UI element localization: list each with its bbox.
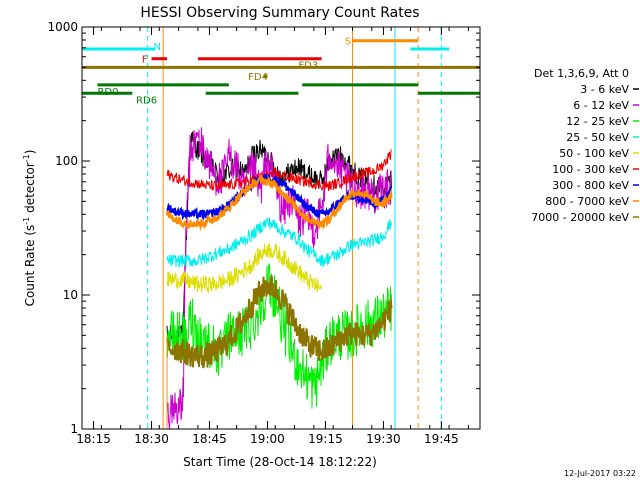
legend-entry-label: 12 - 25 keV: [566, 115, 629, 128]
series-line-25-50-kev: [166, 217, 392, 268]
y-tick-label: 10: [63, 288, 78, 302]
x-axis-ticks: 18:15 18:30 18:45 19:00 19:15 19:30 19:45: [76, 27, 469, 446]
x-tick-label: 19:15: [308, 432, 343, 446]
event-bar-label: S: [345, 37, 351, 48]
y-axis-label-sup2: -1: [22, 154, 31, 162]
legend-entry-label: 50 - 100 keV: [559, 147, 629, 160]
event-bar-label: FD3: [298, 60, 318, 71]
series-line-800-7000-kev: [166, 172, 393, 232]
footer-timestamp: 12-Jul-2017 03:22: [564, 469, 636, 478]
legend-entry-label: 3 - 6 keV: [580, 83, 629, 96]
event-bar-label: FD4: [248, 72, 268, 83]
x-tick-label: 19:00: [250, 432, 285, 446]
legend-entry-label: 100 - 300 keV: [552, 163, 629, 176]
x-axis-label: Start Time (28-Oct-14 18:12:22): [183, 455, 377, 469]
series-line-100-300-kev: [166, 148, 392, 192]
chart-title: HESSI Observing Summary Count Rates: [140, 5, 419, 21]
event-vertical-lines: [147, 27, 442, 429]
legend-entry-label: 25 - 50 keV: [566, 131, 629, 144]
event-bar-label: RD6: [136, 95, 157, 106]
plot-frame: [81, 26, 481, 430]
y-axis-label-mid: detector: [23, 162, 37, 217]
y-tick-label: 1: [70, 422, 78, 436]
event-bar-label: N: [153, 42, 160, 53]
legend: Det 1,3,6,9, Att 0 3 - 6 keV 6 - 12 keV 12…: [531, 67, 639, 224]
legend-entry-label: 6 - 12 keV: [573, 99, 629, 112]
svg-text:Count Rate (s-1 detector-1): Count Rate (s-1 detector-1): [22, 150, 37, 307]
series-layer: [166, 127, 393, 429]
x-tick-label: 19:30: [366, 432, 401, 446]
y-axis-label-main: Count Rate (s: [23, 225, 37, 307]
event-bar-label: F: [142, 55, 148, 66]
y-axis-label: Count Rate (s-1 detector-1): [22, 150, 37, 307]
legend-entry-label: 800 - 7000 keV: [545, 195, 629, 208]
x-tick-label: 18:45: [192, 432, 227, 446]
legend-entry-label: 300 - 800 keV: [552, 179, 629, 192]
x-tick-label: 18:30: [134, 432, 169, 446]
y-tick-label: 1000: [47, 20, 78, 34]
legend-entry-label: 7000 - 20000 keV: [531, 211, 629, 224]
x-tick-label: 18:15: [76, 432, 111, 446]
y-axis-ticks: 1 10 100 1000: [47, 20, 480, 436]
x-tick-label: 19:45: [424, 432, 459, 446]
legend-header: Det 1,3,6,9, Att 0: [534, 67, 629, 80]
event-bars: NFFD3SFD4RD0RD6: [82, 37, 480, 106]
y-axis-label-end: ): [23, 150, 37, 155]
series-line-12-25-kev: [166, 262, 392, 409]
series-line-7000-20000-kev: [166, 274, 393, 369]
y-axis-label-sup1: -1: [22, 217, 31, 225]
series-line-50-100-kev: [166, 243, 322, 294]
y-tick-label: 100: [55, 154, 78, 168]
